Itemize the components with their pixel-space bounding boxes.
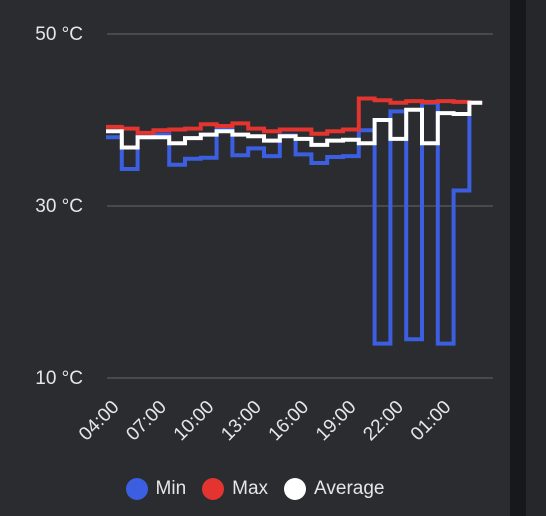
legend-swatch bbox=[202, 478, 225, 500]
temperature-chart: 50 °C 30 °C 10 °C 04:0007:0010:0013:0016:0… bbox=[35, 24, 493, 445]
x-tick-label: 13:00 bbox=[217, 397, 265, 445]
legend-label: Max bbox=[232, 478, 269, 499]
panel-edge bbox=[526, 0, 546, 516]
legend-swatch bbox=[125, 478, 148, 500]
series-line-average bbox=[106, 100, 483, 150]
x-tick-label: 10:00 bbox=[170, 397, 218, 445]
x-tick-label: 22:00 bbox=[359, 397, 407, 445]
x-tick-label: 01:00 bbox=[407, 397, 455, 445]
legend-swatch bbox=[284, 478, 307, 500]
adjacent-panel bbox=[510, 0, 546, 516]
x-tick-label: 04:00 bbox=[75, 397, 123, 445]
legend-item-max[interactable]: Max bbox=[202, 478, 268, 500]
legend-item-min[interactable]: Min bbox=[125, 478, 187, 500]
x-tick-label: 16:00 bbox=[265, 397, 313, 445]
y-tick-label: 50 °C bbox=[35, 24, 83, 45]
y-tick-label: 30 °C bbox=[35, 196, 83, 217]
x-tick-label: 19:00 bbox=[312, 397, 360, 445]
y-tick-label: 10 °C bbox=[35, 368, 83, 389]
legend-item-average[interactable]: Average bbox=[284, 478, 384, 500]
x-tick-label: 07:00 bbox=[122, 397, 170, 445]
legend-label: Min bbox=[155, 478, 187, 499]
series-line-min bbox=[106, 100, 483, 346]
series-line-max bbox=[106, 96, 483, 136]
chart-card: 50 °C 30 °C 10 °C 04:00 07:00 10:00 13:00 16:0… bbox=[0, 0, 510, 516]
legend: Min Max Average bbox=[0, 474, 510, 504]
legend-label: Average bbox=[314, 478, 385, 499]
